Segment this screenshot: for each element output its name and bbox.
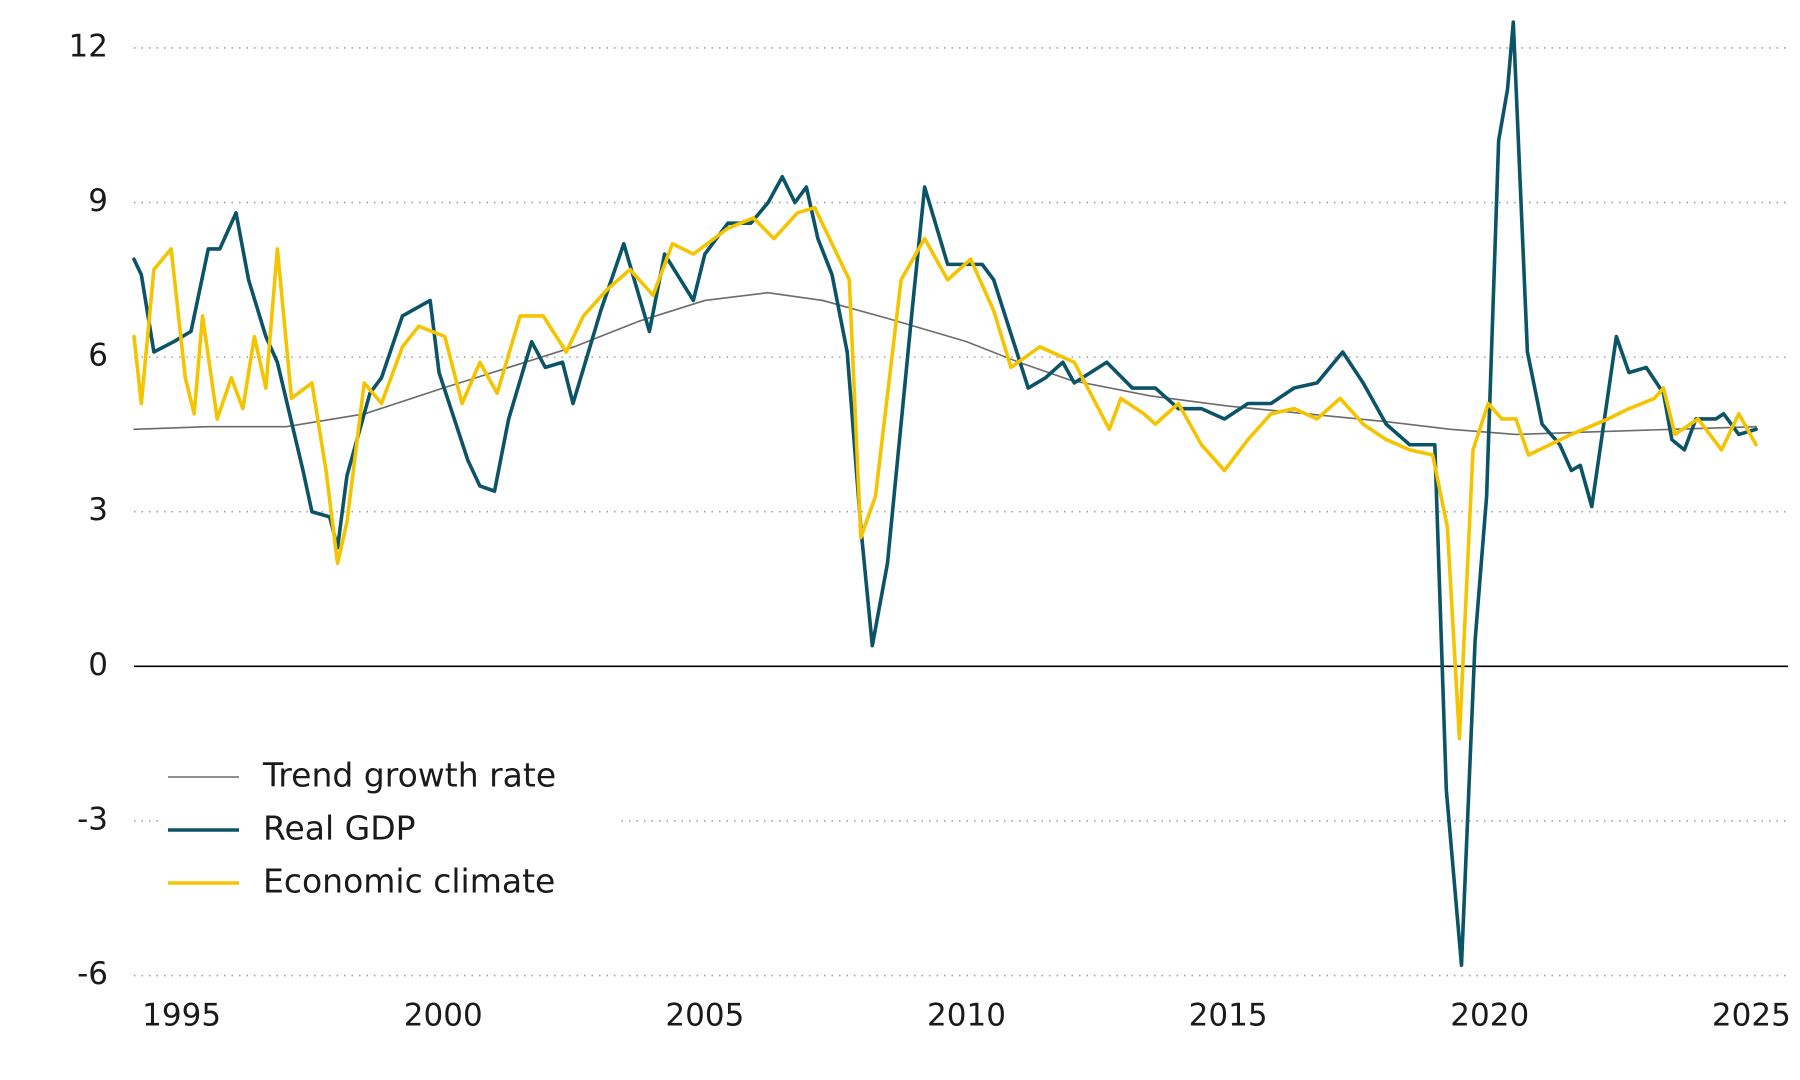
axes: -6 -3 0 3 6 9 12 1995 2000 2005 2010 2015 2020 2025 [69, 28, 1791, 1033]
x-tick-label: 2010 [927, 998, 1006, 1034]
y-tick-label: 9 [88, 183, 108, 219]
legend-label: Real GDP [263, 809, 416, 848]
y-tick-label: 0 [88, 647, 108, 683]
series-line [132, 205, 1758, 741]
series-line [133, 291, 1757, 436]
y-tick-label: 3 [88, 492, 108, 528]
y-tick-label: 6 [88, 338, 108, 374]
x-tick-label: 2005 [665, 998, 744, 1034]
y-tick-label: -3 [77, 801, 108, 837]
legend: Trend growth rate Real GDP Economic climat… [160, 745, 620, 915]
x-tick-label: 2015 [1189, 998, 1268, 1034]
y-tick-label: -6 [77, 956, 108, 992]
x-tick-label: 1995 [142, 998, 221, 1034]
legend-label: Trend growth rate [262, 756, 556, 795]
x-tick-label: 2020 [1450, 998, 1529, 1034]
x-tick-label: 2025 [1712, 998, 1791, 1034]
grid [134, 47, 1788, 977]
legend-label: Economic climate [263, 862, 555, 901]
x-tick-label: 2000 [404, 998, 483, 1034]
y-tick-label: 12 [69, 28, 108, 64]
plot-area [132, 20, 1758, 968]
